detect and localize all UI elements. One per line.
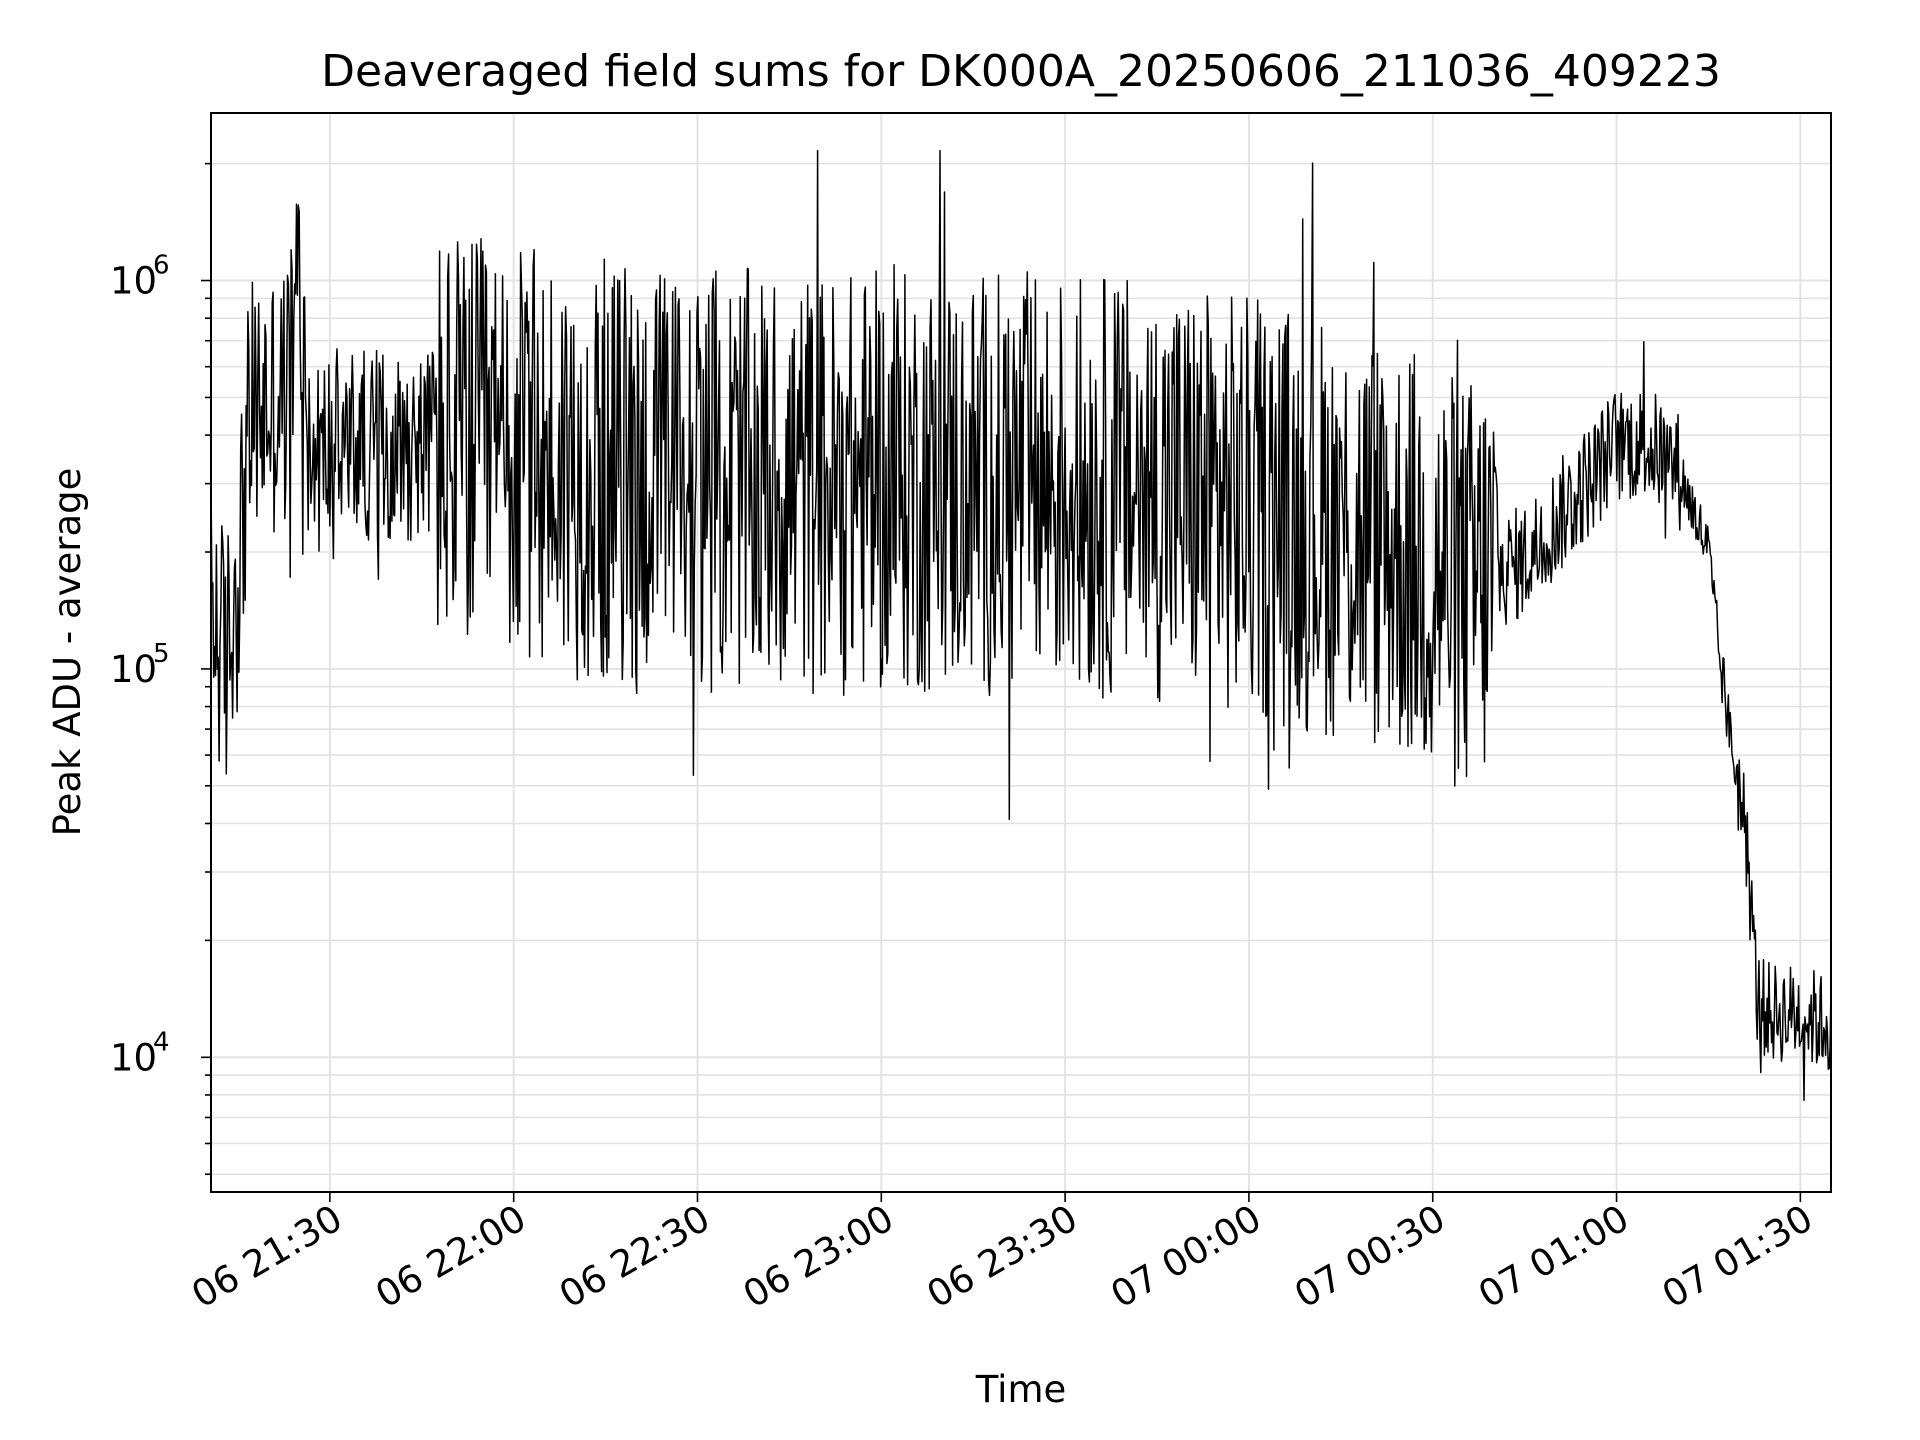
x-tick-label: 07 01:00 <box>1471 1197 1636 1317</box>
chart-title: Deaveraged field sums for DK000A_2025060… <box>321 46 1721 97</box>
y-axis-label: Peak ADU - average <box>46 468 89 837</box>
x-tick-label: 06 21:30 <box>185 1197 350 1317</box>
svg-text:10: 10 <box>110 648 157 691</box>
svg-text:10: 10 <box>110 1036 157 1079</box>
grid <box>211 113 1831 1192</box>
x-tick-label: 06 22:00 <box>368 1197 533 1317</box>
x-tick-label: 06 22:30 <box>552 1197 717 1317</box>
x-tick-label: 07 01:30 <box>1655 1197 1820 1317</box>
x-tick-label: 06 23:30 <box>920 1197 1085 1317</box>
series-line <box>210 149 1832 1102</box>
svg-text:6: 6 <box>153 251 170 281</box>
y-tick-label: 106 <box>110 251 170 303</box>
svg-text:5: 5 <box>153 639 170 669</box>
plot-frame <box>210 112 1832 1193</box>
x-tick-label: 07 00:00 <box>1104 1197 1269 1317</box>
x-tick-label: 06 23:00 <box>736 1197 901 1317</box>
x-ticks: 06 21:30 06 22:00 06 22:30 06 23:00 06 23:30… <box>185 1192 1820 1317</box>
x-tick-label: 07 00:30 <box>1287 1197 1452 1317</box>
y-tick-label: 104 <box>110 1027 170 1079</box>
svg-text:4: 4 <box>153 1027 170 1057</box>
x-axis-label: Time <box>975 1368 1067 1411</box>
svg-text:10: 10 <box>110 260 157 303</box>
y-tick-label: 105 <box>110 639 170 691</box>
